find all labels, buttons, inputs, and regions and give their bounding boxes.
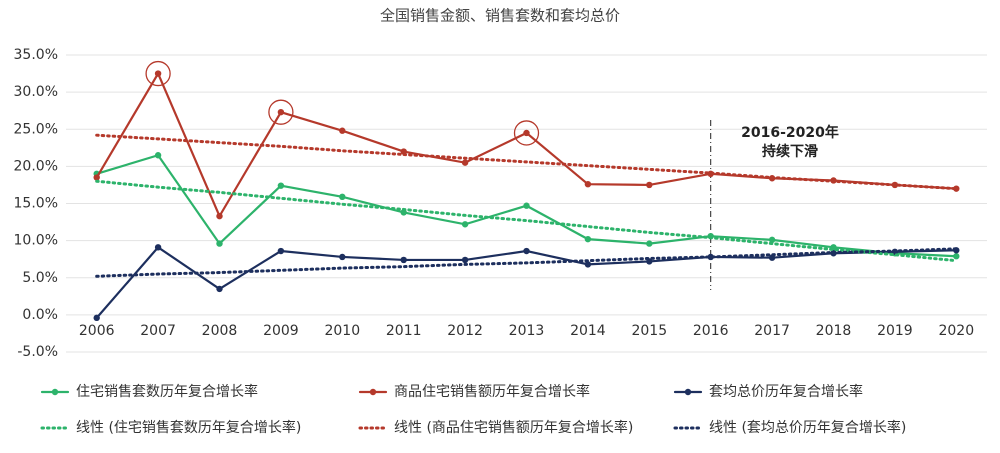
data-point [93,174,100,181]
x-tick-label: 2019 [877,323,913,339]
series-line [95,245,958,319]
x-tick-label: 2006 [79,323,115,339]
y-tick-label: 20.0% [14,158,58,174]
trend-line [95,247,958,278]
highlight-circle [145,60,171,87]
legend-label: 线性 (住宅销售套数历年复合增长率) [76,419,301,436]
data-point [400,256,407,264]
annotation-text: 2016-2020年 [741,124,839,141]
data-point [277,108,285,116]
legend-dot [369,388,377,396]
legend-label: 商品住宅销售额历年复合增长率 [394,383,590,400]
data-point [584,180,592,188]
x-tick-label: 2018 [816,323,852,339]
data-point [339,253,346,261]
y-tick-label: 25.0% [14,121,58,137]
trend-line [95,179,958,263]
data-point [339,193,346,201]
data-point [216,285,223,293]
data-point [523,247,530,255]
x-tick-label: 2014 [570,323,606,339]
data-point [93,314,100,322]
legend-label: 线性 (商品住宅销售额历年复合增长率) [394,419,633,436]
data-point [584,235,592,243]
y-tick-label: 30.0% [14,84,58,100]
data-point [584,261,592,268]
data-point [523,129,530,137]
data-point [277,182,285,189]
legend-label: 套均总价历年复合增长率 [709,383,863,400]
data-point [277,247,285,255]
y-tick-label: 10.0% [14,233,58,249]
x-tick-label: 2020 [938,323,974,339]
highlight-circle [513,120,540,146]
x-tick-label: 2007 [140,323,176,339]
x-tick-label: 2010 [324,323,360,339]
x-tick-label: 2011 [386,323,422,339]
y-tick-label: -5.0% [17,344,58,360]
x-tick-label: 2008 [202,323,238,339]
y-tick-label: 15.0% [14,196,58,212]
highlight-circle [268,99,294,125]
data-point [768,236,776,244]
data-point [154,244,162,251]
x-tick-label: 2012 [447,323,483,339]
annotation-text: 持续下滑 [762,143,818,160]
x-tick-label: 2016 [693,323,729,339]
legend-label: 线性 (套均总价历年复合增长率) [709,419,906,436]
data-point [707,253,714,261]
x-tick-label: 2017 [754,323,790,339]
y-tick-label: 0.0% [22,307,58,323]
data-point [154,152,162,159]
x-tick-label: 2009 [263,323,299,339]
data-point [953,253,960,260]
data-point [461,159,469,166]
data-point [461,256,469,264]
x-tick-label: 2015 [631,323,667,339]
data-point [646,240,653,247]
data-point [154,70,162,77]
trend-line [95,133,958,191]
data-point [216,240,223,247]
legend-dot [684,388,692,396]
data-point [216,212,223,220]
y-tick-label: 5.0% [22,270,58,286]
data-point [523,202,530,209]
legend-label: 住宅销售套数历年复合增长率 [76,383,258,400]
data-point [339,127,346,134]
data-point [461,221,469,228]
x-tick-label: 2013 [509,323,545,339]
data-point [646,181,653,189]
y-tick-label: 35.0% [14,47,58,63]
chart-title: 全国销售金额、销售套数和套均总价 [380,7,620,25]
data-point [953,185,960,192]
legend-dot [51,388,59,396]
